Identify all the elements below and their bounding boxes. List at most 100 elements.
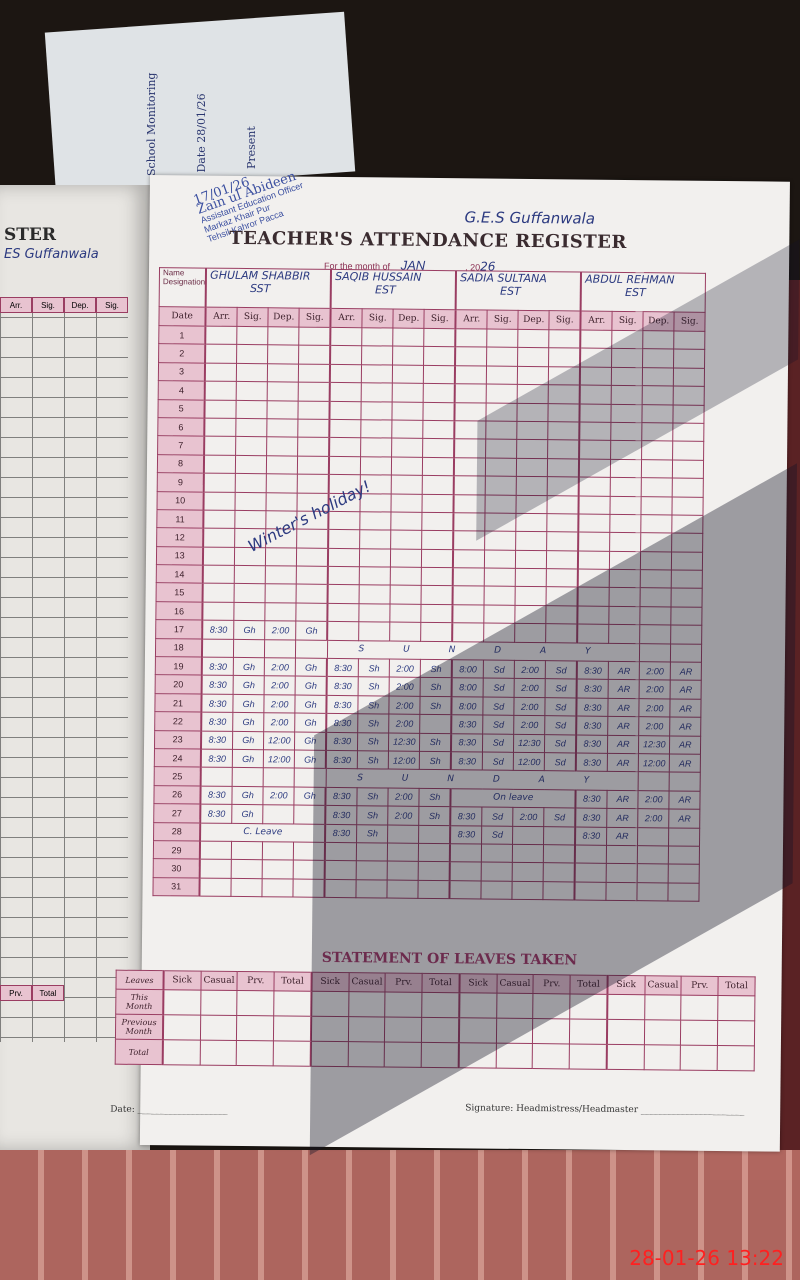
date-header: Date (158, 306, 206, 327)
leaves-column-header: Sick (311, 972, 349, 992)
time-cell (392, 328, 425, 347)
time-cell (390, 530, 423, 550)
time-cell (641, 422, 674, 442)
time-cell (512, 844, 544, 863)
left-page-school: ES Guffanwala (4, 247, 99, 262)
signature-cell (673, 330, 706, 350)
time-cell: 8:30 (575, 826, 607, 846)
register-page: 17/01/26 Zain ul Abideen Assistant Educa… (110, 169, 800, 1156)
time-cell (324, 860, 357, 880)
time-cell (515, 568, 547, 588)
time-cell (515, 605, 547, 624)
signature-cell (360, 511, 392, 531)
time-cell (517, 384, 549, 404)
teacher-designation: EST (624, 285, 646, 300)
leaves-cell (496, 993, 534, 1019)
column-header: Sig. (237, 307, 269, 327)
time-cell (642, 330, 675, 350)
leaves-column-header: Total (422, 973, 460, 993)
time-cell: 8:30 (325, 805, 358, 825)
cell (200, 767, 233, 787)
signature-cell: Sh (358, 658, 390, 678)
signature-cell (611, 330, 644, 350)
leaves-column-header: Total (718, 976, 756, 996)
leaves-cell (644, 994, 682, 1021)
signature-cell (360, 438, 393, 457)
time-cell (454, 439, 486, 458)
column-header: Sig. (674, 311, 706, 332)
leaves-cell (384, 1017, 422, 1043)
signature-cell (356, 861, 388, 880)
signature-cell: Gh (233, 694, 265, 713)
time-cell (449, 880, 482, 900)
signature-cell (231, 841, 263, 861)
leaves-cell (385, 992, 423, 1018)
signature-cell (235, 436, 268, 456)
signature-cell (293, 841, 326, 861)
date-cell: 1 (158, 325, 206, 345)
cell (264, 639, 296, 659)
time-cell (202, 583, 235, 603)
signature-cell (418, 880, 450, 899)
column-header: Dep. (643, 311, 675, 331)
cell (263, 768, 295, 787)
signature-cell: Gh (294, 731, 327, 751)
time-cell (391, 456, 423, 476)
time-cell (327, 621, 360, 641)
date-label: Date: ____________________ (110, 1104, 228, 1116)
date-cell: 22 (154, 711, 202, 731)
time-cell: 8:30 (327, 658, 359, 678)
signature-cell (361, 419, 393, 439)
time-cell (641, 477, 673, 497)
leaves-column-header: Prv. (681, 976, 719, 996)
column-header: Sig. (487, 310, 519, 330)
signature-cell (546, 550, 579, 570)
attendance-table: Name Designation GHULAM SHABBIR SST SAQIB HU… (152, 267, 706, 902)
signature-cell: AR (669, 735, 701, 755)
signature-cell (422, 438, 455, 458)
signature-cell: Gh (295, 676, 328, 696)
time-cell (454, 457, 486, 477)
time-cell: 8:30 (326, 713, 359, 733)
time-cell (390, 548, 422, 568)
signature-cell: Gh (232, 712, 265, 732)
signature-cell (423, 365, 456, 384)
cell (670, 643, 702, 663)
signature-cell: Sh (419, 732, 452, 752)
signature-cell (361, 364, 393, 384)
signature-cell: Gh (233, 620, 266, 640)
time-cell: 8:30 (202, 620, 235, 640)
teacher-header: SADIA SULTANA EST (455, 270, 582, 312)
signature-cell (672, 441, 704, 461)
leaves-cell (421, 1042, 459, 1068)
time-cell (392, 420, 424, 439)
time-cell (204, 454, 236, 474)
photo-timestamp: 28-01-26 13:22 (629, 1246, 784, 1270)
signature-cell: Sh (419, 751, 452, 771)
left-page-grid (0, 297, 128, 1042)
signature-cell (486, 365, 518, 385)
signature-cell (611, 367, 643, 386)
signature-cell (297, 455, 330, 475)
signature-cell (298, 345, 331, 365)
time-cell (327, 584, 360, 604)
signature-cell: Sh (420, 677, 452, 697)
cell (639, 643, 671, 663)
leaves-cell (717, 1020, 755, 1046)
signature-cell: AR (670, 698, 702, 718)
time-cell: 8:30 (575, 808, 608, 827)
leaves-cell (459, 992, 497, 1019)
time-cell: 2:00 (264, 657, 296, 677)
time-cell (265, 547, 297, 567)
signature-cell (548, 403, 580, 422)
signature-cell: Sd (545, 697, 577, 717)
signature-cell: AR (608, 698, 640, 717)
signature-cell (420, 622, 453, 642)
teacher-header: SAQIB HUSSAIN EST (330, 269, 457, 310)
signature-cell (673, 367, 705, 387)
signature-cell (672, 459, 704, 479)
signature-cell (298, 400, 330, 420)
signature-cell: AR (607, 753, 639, 773)
time-cell: 2:00 (513, 715, 546, 735)
leaves-row-label: This Month (115, 989, 164, 1015)
